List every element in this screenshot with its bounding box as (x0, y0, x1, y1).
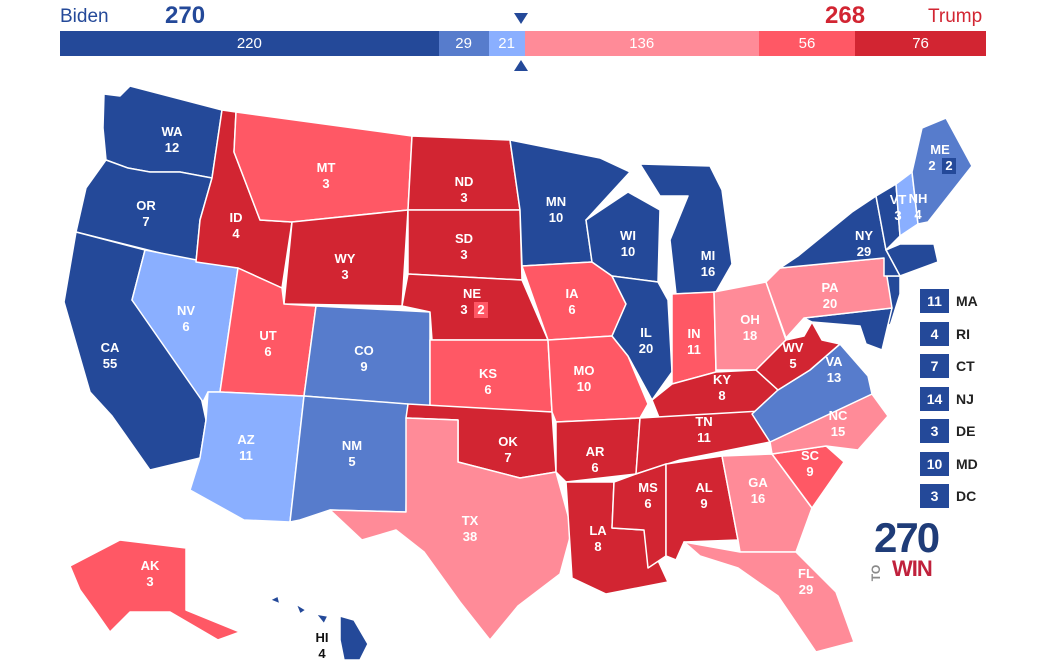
small-state-ev-box[interactable]: 3 (920, 484, 949, 508)
270-marker-top-icon (514, 13, 528, 24)
small-state-row-md[interactable]: 10 MD (920, 451, 978, 477)
state-label-hi: HI (316, 630, 329, 645)
small-state-row-dc[interactable]: 3 DC (920, 483, 976, 509)
small-state-abbr: CT (956, 358, 975, 374)
small-state-ev-box[interactable]: 11 (920, 289, 949, 313)
state-wa[interactable] (102, 85, 223, 179)
state-nd[interactable] (407, 135, 521, 211)
small-state-row-ma[interactable]: 11 MA (920, 288, 978, 314)
trump-name: Trump (928, 6, 983, 27)
hawaii-island-small[interactable] (295, 603, 307, 615)
state-in[interactable] (671, 291, 717, 385)
biden-total: 270 (165, 2, 206, 29)
state-ms[interactable] (611, 463, 667, 569)
bar-segment-likely-d[interactable]: 29 (438, 31, 489, 56)
bar-segment-lean-d[interactable]: 21 (488, 31, 525, 56)
hawaii-island-small[interactable] (315, 613, 329, 625)
small-state-row-ct[interactable]: 7 CT (920, 353, 975, 379)
trump-total: 268 (825, 2, 866, 29)
state-wy[interactable] (283, 209, 409, 307)
district-box-ne[interactable] (474, 302, 488, 318)
state-mt[interactable] (233, 111, 413, 223)
electoral-vote-bar: 220 29 21 136 56 76 (60, 31, 986, 56)
state-hi[interactable] (339, 615, 369, 661)
small-state-ev-box[interactable]: 14 (920, 386, 949, 411)
state-co[interactable] (303, 305, 431, 407)
small-state-ev-box[interactable]: 4 (920, 321, 949, 346)
270towin-logo: 270 TO WIN (869, 514, 942, 582)
small-state-row-nj[interactable]: 14 NJ (920, 386, 974, 412)
bar-segment-label: 220 (236, 35, 262, 52)
state-az[interactable] (189, 391, 305, 523)
bar-segment-lean-r[interactable]: 136 (524, 31, 759, 56)
small-state-ev-box[interactable]: 7 (920, 354, 949, 378)
logo-number: 270 (874, 514, 940, 561)
hawaii-island-small[interactable] (269, 595, 281, 605)
biden-name: Biden (60, 6, 109, 27)
logo-win: WIN (892, 556, 933, 581)
small-state-abbr: RI (956, 325, 970, 342)
small-state-abbr: MD (956, 455, 978, 472)
state-sd[interactable] (407, 209, 523, 281)
bar-segment-label: 76 (912, 35, 929, 52)
bar-segment-safe-d[interactable]: 220 (60, 31, 439, 56)
small-state-abbr: DC (956, 488, 977, 504)
state-ar[interactable] (555, 417, 641, 483)
state-fl[interactable] (683, 541, 855, 653)
small-state-ev-box[interactable]: 3 (920, 419, 949, 443)
district-box-me[interactable] (942, 158, 956, 174)
bar-segment-label: 21 (498, 35, 515, 52)
state-ks[interactable] (429, 339, 553, 413)
state-ak[interactable] (69, 539, 241, 641)
state-ev-hi: 4 (318, 646, 326, 661)
state-nm[interactable] (289, 395, 409, 523)
small-state-abbr: NJ (956, 390, 974, 407)
state-wv[interactable] (755, 321, 841, 391)
state-tx[interactable] (329, 417, 573, 641)
small-state-row-de[interactable]: 3 DE (920, 418, 975, 444)
small-state-abbr: MA (956, 293, 978, 309)
small-state-abbr: DE (956, 423, 976, 439)
bar-segment-label: 29 (455, 35, 472, 52)
270-marker-bottom-icon (514, 60, 528, 71)
small-state-row-ri[interactable]: 4 RI (920, 321, 970, 347)
bar-segment-label: 56 (798, 35, 816, 52)
bar-segment-likely-r[interactable]: 56 (758, 31, 856, 56)
logo-to: TO (869, 564, 884, 582)
small-state-ev-box[interactable]: 10 (920, 451, 949, 476)
bar-segment-label: 136 (629, 35, 655, 52)
bar-segment-safe-r[interactable]: 76 (855, 31, 986, 56)
